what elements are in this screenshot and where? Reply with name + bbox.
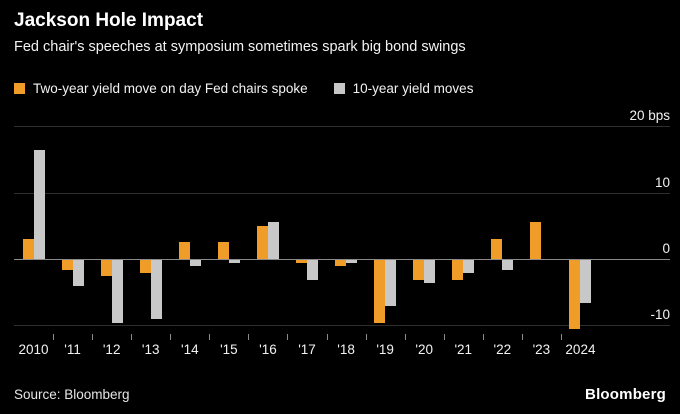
x-axis-tick [92, 334, 94, 340]
x-axis-label: '14 [181, 342, 199, 357]
x-axis-tick [443, 334, 445, 340]
x-axis-label: '20 [415, 342, 433, 357]
x-axis-tick [560, 334, 562, 340]
x-axis-label: '16 [259, 342, 277, 357]
bar-two-year [296, 259, 307, 264]
legend: Two-year yield move on day Fed chairs sp… [14, 81, 473, 96]
x-axis-tick [326, 334, 328, 340]
legend-item-ten-year: 10-year yield moves [333, 81, 474, 96]
x-axis-label: '11 [64, 342, 81, 357]
bar-two-year [178, 242, 190, 259]
bar-ten-year [502, 259, 514, 270]
y-grid: 20 bps 10 0 -10 [14, 100, 670, 350]
gridline [14, 126, 670, 128]
gridline [14, 192, 670, 194]
bar-two-year [569, 259, 581, 330]
chart-title: Jackson Hole Impact [14, 10, 204, 31]
x-axis-tick [521, 334, 523, 340]
x-axis-label: '12 [102, 342, 121, 357]
x-axis-tick [209, 334, 211, 340]
bar-ten-year [385, 259, 397, 306]
legend-swatch-two-year-icon [14, 83, 25, 94]
x-axis-label: '15 [220, 342, 238, 357]
legend-item-two-year: Two-year yield move on day Fed chairs sp… [14, 81, 308, 96]
bloomberg-logo: Bloomberg [585, 386, 666, 403]
bar-ten-year [150, 259, 162, 320]
x-axis-label: '19 [376, 342, 394, 357]
x-axis-tick [404, 334, 406, 340]
x-axis-label: '21 [454, 342, 473, 357]
y-axis-label: -10 [650, 306, 670, 322]
y-axis-label: 10 [654, 174, 670, 190]
bar-ten-year [33, 149, 45, 259]
bar-two-year [413, 259, 425, 280]
legend-label-ten-year: 10-year yield moves [352, 81, 474, 96]
bar-two-year [256, 225, 268, 259]
x-axis-label: '23 [532, 342, 551, 357]
bar-ten-year [580, 259, 592, 303]
bar-two-year [61, 259, 73, 270]
bar-two-year [374, 259, 386, 323]
y-axis-label: 0 [662, 240, 670, 256]
bar-two-year [217, 242, 229, 259]
x-axis-label: '18 [337, 342, 355, 357]
x-axis-label: '13 [141, 342, 160, 357]
bar-ten-year [346, 259, 358, 264]
bar-two-year [139, 259, 151, 273]
x-axis-label: 2010 [18, 342, 49, 357]
x-axis-label: 2024 [565, 342, 596, 357]
x-axis-tick [287, 334, 289, 340]
zero-line [14, 258, 670, 260]
x-axis-label: '22 [493, 342, 512, 357]
source-text: Source: Bloomberg [14, 387, 130, 402]
bar-ten-year [72, 259, 84, 287]
bar-two-year [530, 222, 542, 259]
plot-area [14, 100, 600, 350]
x-axis-tick [482, 334, 484, 340]
chart-subtitle: Fed chair's speeches at symposium someti… [14, 39, 466, 55]
y-axis-label: 20 bps [629, 108, 670, 124]
x-axis-tick [131, 334, 133, 340]
x-axis-tick [248, 334, 250, 340]
x-axis-label: '17 [298, 342, 316, 357]
bar-two-year [22, 238, 34, 259]
x-axis-tick [53, 334, 55, 340]
bar-two-year [491, 238, 503, 259]
legend-swatch-ten-year-icon [333, 83, 345, 94]
bar-ten-year [307, 259, 318, 280]
bar-two-year [452, 259, 464, 280]
bar-two-year [100, 259, 112, 277]
gridline [14, 324, 670, 326]
x-axis-tick [170, 334, 172, 340]
bar-ten-year [189, 259, 201, 267]
bar-ten-year [111, 259, 123, 323]
x-axis: 2010 '11 '12 '13 '14 '15 '16 '17 '18 '19 '20 '21 '22… [14, 334, 600, 360]
bar-ten-year [228, 259, 240, 264]
bar-ten-year [424, 259, 436, 283]
bar-two-year [335, 259, 347, 267]
x-axis-tick [365, 334, 367, 340]
bar-ten-year [463, 259, 475, 273]
legend-label-two-year: Two-year yield move on day Fed chairs sp… [33, 81, 308, 96]
bar-ten-year [267, 222, 279, 259]
